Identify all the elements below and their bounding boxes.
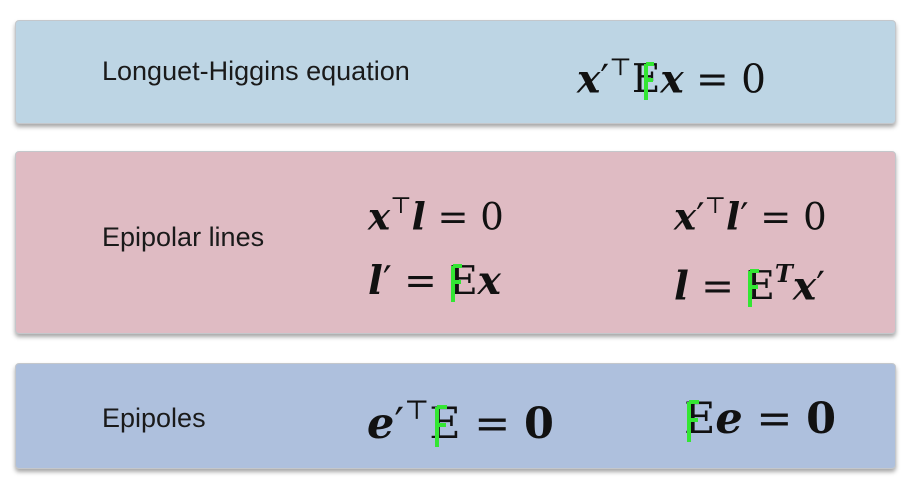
- panel-epipoles: [15, 363, 896, 469]
- f-overlay-icon: [451, 264, 463, 302]
- f-overlay-icon: [643, 62, 654, 101]
- label-epipolar-lines: Epipolar lines: [102, 222, 265, 252]
- equation-xprime-lprime: x′⊤l′ = 0: [674, 193, 827, 239]
- essential-matrix-symbol: E: [746, 264, 775, 310]
- essential-matrix-symbol: E: [429, 399, 461, 450]
- equation-longuet-higgins: x′⊤E x = 0: [577, 53, 766, 103]
- panel-longuet-higgins: [15, 20, 896, 124]
- equation-x-l: x⊤l = 0: [368, 193, 504, 239]
- essential-matrix-symbol: E: [449, 259, 478, 304]
- equation-l-ETxprime: l = E Tx′: [674, 259, 825, 310]
- f-overlay-icon: [687, 400, 699, 442]
- label-epipoles: Epipoles: [102, 403, 206, 433]
- f-overlay-icon: [748, 269, 760, 308]
- essential-matrix-symbol: E: [684, 394, 716, 444]
- essential-matrix-symbol: E: [631, 57, 661, 103]
- equation-eprime-E: e′⊤E = 0: [367, 395, 554, 450]
- f-overlay-icon: [435, 405, 448, 448]
- label-longuet-higgins: Longuet-Higgins equation: [102, 56, 410, 86]
